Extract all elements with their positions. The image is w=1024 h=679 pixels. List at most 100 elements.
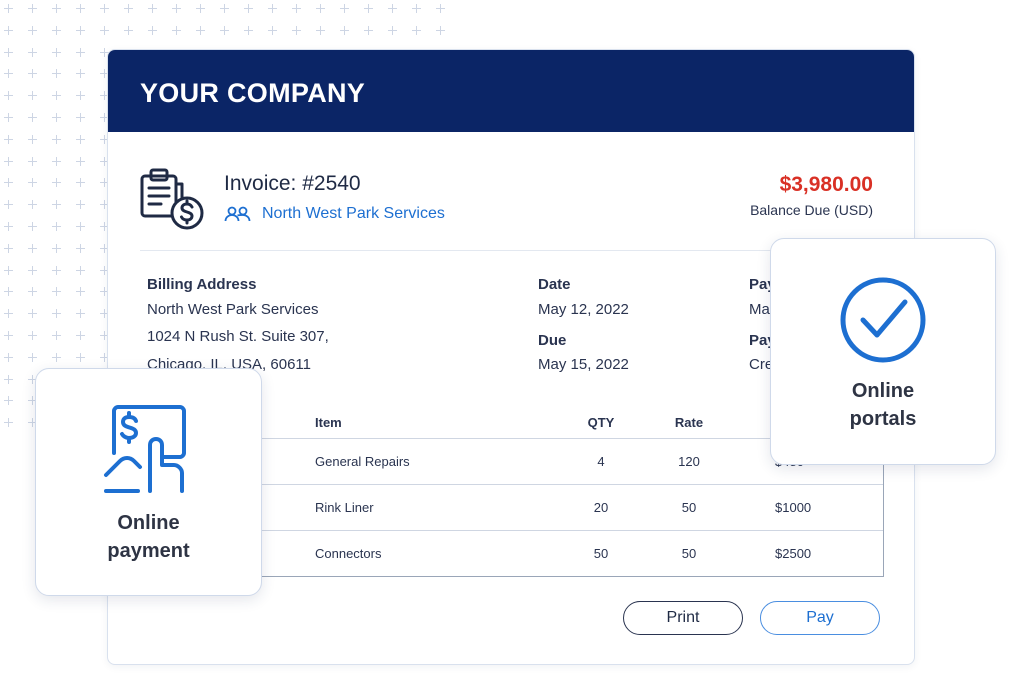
plus-mark xyxy=(28,91,37,101)
payment-terms-value: Ma xyxy=(749,301,770,318)
customer-name: North West Park Services xyxy=(262,205,445,222)
plus-mark xyxy=(4,113,13,122)
plus-mark xyxy=(364,25,373,35)
plus-mark xyxy=(28,287,37,297)
plus-mark xyxy=(4,156,13,166)
plus-mark xyxy=(220,25,229,35)
row-rate: 50 xyxy=(681,546,697,561)
plus-mark xyxy=(52,265,61,275)
plus-mark xyxy=(76,113,85,122)
invoice-clipboard-dollar-icon xyxy=(140,168,204,230)
plus-mark xyxy=(412,25,421,35)
plus-mark xyxy=(4,25,13,35)
plus-mark xyxy=(76,222,85,231)
plus-mark xyxy=(4,4,13,13)
plus-mark xyxy=(28,331,37,340)
plus-mark xyxy=(28,374,37,384)
plus-mark xyxy=(4,91,13,101)
plus-mark xyxy=(100,287,109,297)
plus-mark xyxy=(28,113,37,122)
plus-mark xyxy=(148,4,157,13)
table-right-border xyxy=(883,439,884,577)
plus-mark xyxy=(100,47,109,57)
plus-mark xyxy=(364,4,373,13)
plus-mark xyxy=(436,25,445,35)
plus-mark xyxy=(100,331,109,340)
due-value: May 15, 2022 xyxy=(538,356,629,373)
row-qty: 4 xyxy=(597,454,605,469)
plus-mark xyxy=(28,156,37,166)
plus-mark xyxy=(76,200,85,210)
plus-mark xyxy=(52,178,61,188)
plus-mark xyxy=(52,331,61,340)
header-divider xyxy=(140,250,882,251)
billing-line-2: 1024 N Rush St. Suite 307, xyxy=(147,328,329,345)
plus-mark xyxy=(4,69,13,79)
plus-mark xyxy=(76,4,85,13)
plus-mark xyxy=(100,265,109,275)
plus-mark xyxy=(52,156,61,166)
table-row: Rink Liner 20 50 $1000 xyxy=(140,485,884,531)
plus-mark xyxy=(28,200,37,210)
plus-mark xyxy=(268,25,277,35)
plus-mark xyxy=(4,374,13,384)
online-payment-label: Online payment xyxy=(107,512,190,562)
header-rate: Rate xyxy=(674,415,704,430)
table-row: Connectors 50 50 $2500 xyxy=(140,531,884,577)
print-button[interactable]: Print xyxy=(623,601,743,635)
plus-mark xyxy=(220,4,229,13)
plus-mark xyxy=(28,25,37,35)
row-rate: 50 xyxy=(681,500,697,515)
pay-button[interactable]: Pay xyxy=(760,601,880,635)
plus-mark xyxy=(52,309,61,319)
balance-label: Balance Due (USD) xyxy=(750,202,873,218)
plus-mark xyxy=(28,222,37,231)
plus-mark xyxy=(148,25,157,35)
plus-mark xyxy=(52,113,61,122)
row-item: Connectors xyxy=(315,546,382,561)
plus-mark xyxy=(292,25,301,35)
plus-mark xyxy=(4,243,13,253)
plus-mark xyxy=(4,331,13,340)
company-header: YOUR COMPANY xyxy=(108,50,914,132)
plus-mark xyxy=(76,156,85,166)
row-amount: $2500 xyxy=(775,546,812,561)
plus-mark xyxy=(124,25,133,35)
customer-link[interactable]: North West Park Services xyxy=(224,205,445,223)
plus-mark xyxy=(52,200,61,210)
plus-mark xyxy=(196,25,205,35)
plus-mark xyxy=(52,4,61,13)
plus-mark xyxy=(436,4,445,13)
items-table: Item QTY Rate General Repairs 4 120 $480… xyxy=(140,405,884,577)
header-item: Item xyxy=(315,415,342,430)
plus-mark xyxy=(76,91,85,101)
plus-mark xyxy=(28,352,37,362)
plus-mark xyxy=(100,91,109,101)
plus-mark xyxy=(28,309,37,319)
plus-mark xyxy=(52,91,61,101)
row-qty: 50 xyxy=(593,546,609,561)
plus-mark xyxy=(100,156,109,166)
plus-mark xyxy=(316,25,325,35)
billing-address-label: Billing Address xyxy=(147,276,257,293)
row-item: General Repairs xyxy=(315,454,410,469)
plus-mark xyxy=(28,178,37,188)
plus-mark xyxy=(52,47,61,57)
plus-mark xyxy=(76,331,85,340)
plus-mark xyxy=(76,25,85,35)
row-amount: $1000 xyxy=(775,500,812,515)
plus-mark xyxy=(76,69,85,79)
online-portals-card: Online portals xyxy=(770,238,996,465)
plus-mark xyxy=(4,265,13,275)
plus-mark xyxy=(244,4,253,13)
plus-mark xyxy=(4,396,13,406)
plus-mark xyxy=(52,243,61,253)
plus-mark xyxy=(28,396,37,406)
online-portals-label: Online portals xyxy=(849,380,917,430)
header-qty: QTY xyxy=(587,415,615,430)
plus-mark xyxy=(52,25,61,35)
plus-mark xyxy=(100,309,109,319)
plus-mark xyxy=(28,265,37,275)
plus-mark xyxy=(100,222,109,231)
plus-mark xyxy=(28,243,37,253)
